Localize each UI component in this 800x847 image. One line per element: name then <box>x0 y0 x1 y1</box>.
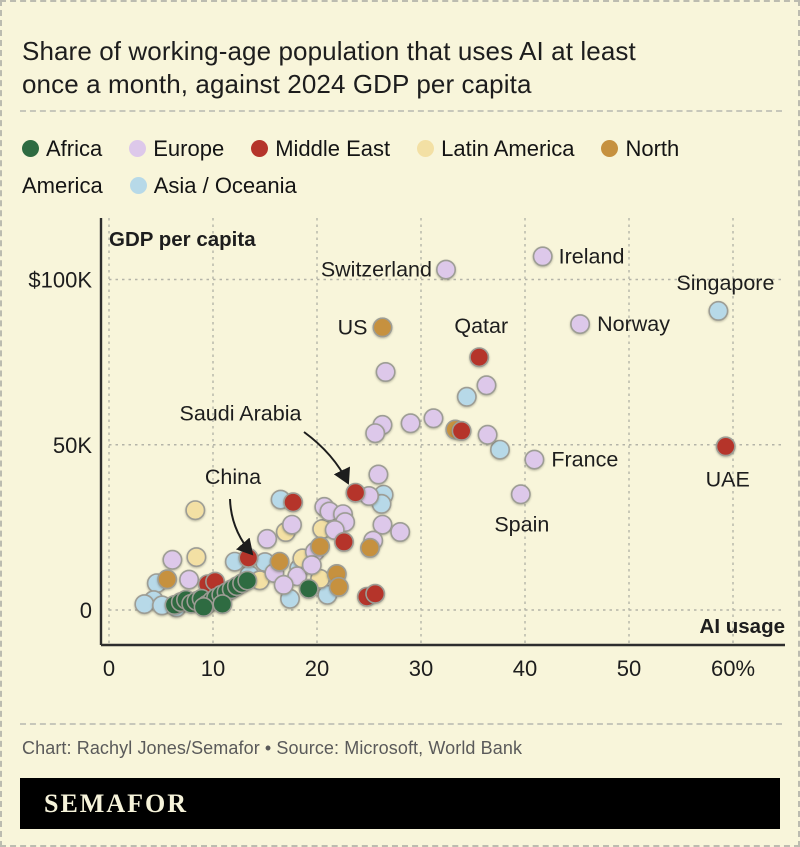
footer-divider <box>20 723 782 725</box>
scatter-point-north_america <box>269 551 290 572</box>
legend-item-north-america: North America <box>22 136 679 198</box>
y-tick-label: $100K <box>28 268 92 293</box>
brand-bar: SEMAFOR <box>20 778 780 829</box>
x-tick-label: 60% <box>711 656 755 681</box>
scatter-point-europe <box>273 574 294 595</box>
country-label: China <box>205 465 261 489</box>
scatter-point-europe <box>375 362 396 383</box>
semafor-wordmark: SEMAFOR <box>44 788 188 818</box>
scatter-point-north_america <box>157 569 178 590</box>
y-tick-label: 0 <box>80 598 92 623</box>
scatter-point-north_america <box>328 576 349 597</box>
scatter-point-middle_east <box>715 436 736 457</box>
scatter-point-middle_east <box>469 347 490 368</box>
legend-dot-icon <box>22 140 39 157</box>
country-label: Norway <box>597 312 670 336</box>
x-tick-label: 40 <box>513 656 537 681</box>
x-tick-label: 0 <box>103 656 115 681</box>
legend-dot-icon <box>251 140 269 157</box>
scatter-point-north_america <box>372 317 393 338</box>
credit-line: Chart: Rachyl Jones/Semafor • Source: Mi… <box>22 738 523 758</box>
country-label: Ireland <box>559 244 625 268</box>
scatter-point-europe <box>510 484 531 505</box>
y-axis-title: GDP per capita <box>109 228 256 251</box>
scatter-point-europe <box>257 528 278 549</box>
country-label: Spain <box>494 512 549 536</box>
legend-dot-icon <box>601 140 619 157</box>
scatter-point-asia_oceania <box>708 300 729 321</box>
scatter-point-europe <box>570 314 591 335</box>
chart-title-line-2: once a month, against 2024 GDP per capit… <box>22 69 532 100</box>
country-label: UAE <box>706 467 750 491</box>
legend-dot-icon <box>417 140 435 157</box>
annotation-arrow <box>229 498 254 556</box>
y-tick-label: 50K <box>53 433 92 458</box>
legend: Africa Europe Middle East Latin America Nort… <box>22 130 767 204</box>
country-label: Switzerland <box>321 258 432 282</box>
scatter-point-middle_east <box>345 482 366 503</box>
legend-item-latin-america: Latin America <box>417 136 574 161</box>
legend-label: Africa <box>46 136 103 161</box>
legend-item-africa: Africa <box>22 136 102 161</box>
legend-item-europe: Europe <box>129 136 224 161</box>
scatter-point-europe <box>532 246 553 267</box>
legend-label: Europe <box>153 136 225 161</box>
legend-label: Latin America <box>441 136 575 161</box>
country-label: Qatar <box>454 314 508 338</box>
scatter-point-north_america <box>310 536 331 557</box>
scatter-point-europe <box>477 424 498 445</box>
scatter-point-latin_america <box>186 547 207 568</box>
legend-label: North America <box>22 136 680 198</box>
country-label: Singapore <box>676 271 774 295</box>
scatter-point-latin_america <box>185 500 206 521</box>
x-tick-label: 10 <box>201 656 225 681</box>
chart-title: Share of working-age population that use… <box>22 35 770 101</box>
scatter-point-africa <box>193 596 214 617</box>
scatter-point-europe <box>423 408 444 429</box>
x-tick-label: 30 <box>409 656 433 681</box>
legend-item-asia-oceania: Asia / Oceania <box>129 173 297 198</box>
scatter-point-africa <box>237 570 258 591</box>
country-label: France <box>551 448 618 472</box>
scatter-point-europe <box>372 514 393 535</box>
legend-item-middle-east: Middle East <box>251 136 390 161</box>
legend-dot-icon <box>129 140 147 157</box>
scatter-point-africa <box>298 578 319 599</box>
country-label: Saudi Arabia <box>180 402 302 426</box>
scatter-point-europe <box>281 514 302 535</box>
scatter-point-asia_oceania <box>489 439 510 460</box>
annotation-arrow <box>303 431 351 485</box>
legend-label: Middle East <box>275 136 391 161</box>
scatter-point-europe <box>400 413 421 434</box>
scatter-point-middle_east <box>451 420 472 441</box>
scatter-point-asia_oceania <box>456 386 477 407</box>
scatter-point-europe <box>390 521 411 542</box>
scatter-chart: GDP per capita AI usage 0 10 20 30 40 50 60% 0 50K… <box>28 218 785 681</box>
x-tick-label: 20 <box>305 656 329 681</box>
scatter-point-north_america <box>359 537 380 558</box>
chart-title-line-1: Share of working-age population that use… <box>22 36 636 67</box>
country-label: US <box>338 315 368 339</box>
legend-label: Asia / Oceania <box>153 173 297 198</box>
x-tick-label: 50 <box>617 656 641 681</box>
scatter-point-middle_east <box>238 547 259 568</box>
scatter-point-europe <box>301 555 322 576</box>
scatter-point-europe <box>368 464 389 485</box>
scatter-point-middle_east <box>333 531 354 552</box>
scatter-point-europe <box>162 549 183 570</box>
scatter-point-middle_east <box>365 583 386 604</box>
legend-dot-icon <box>129 177 147 194</box>
header-divider <box>20 110 782 112</box>
scatter-point-europe <box>435 259 456 280</box>
scatter-point-asia_oceania <box>134 594 155 615</box>
x-axis-title: AI usage <box>700 615 785 638</box>
scatter-point-europe <box>524 449 545 470</box>
scatter-point-europe <box>179 569 200 590</box>
scatter-point-europe <box>365 423 386 444</box>
scatter-point-africa <box>212 594 233 615</box>
scatter-point-middle_east <box>283 492 304 513</box>
scatter-point-europe <box>476 375 497 396</box>
